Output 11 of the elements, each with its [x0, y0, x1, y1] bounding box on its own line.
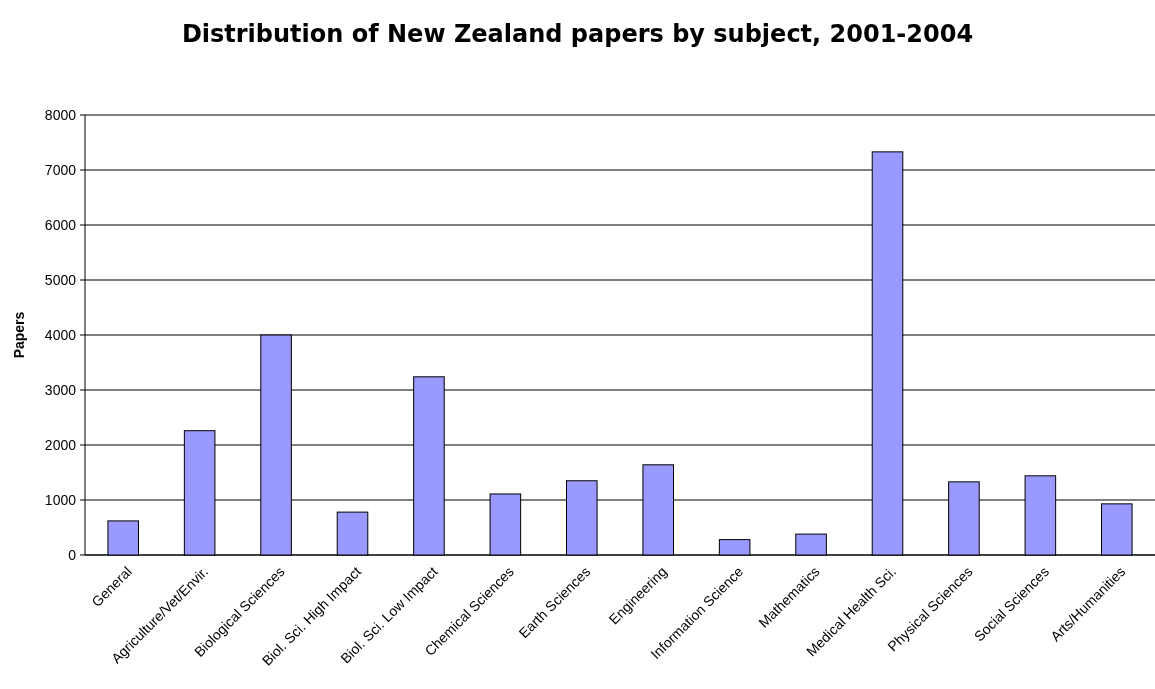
y-tick-label: 5000 — [44, 271, 77, 288]
y-tick-label: 4000 — [44, 326, 77, 343]
y-tick-label: 3000 — [44, 381, 77, 398]
y-tick-label: 1000 — [44, 491, 77, 508]
y-tick-label: 7000 — [44, 161, 77, 178]
y-axis-title: Papers — [11, 311, 27, 359]
y-tick-label: 2000 — [44, 436, 77, 453]
chart-title: Distribution of New Zealand papers by subject, 2001-2004 — [181, 20, 974, 48]
y-tick-label: 6000 — [44, 216, 77, 233]
y-tick-label: 0 — [68, 546, 77, 563]
y-tick-label: 8000 — [44, 106, 77, 123]
